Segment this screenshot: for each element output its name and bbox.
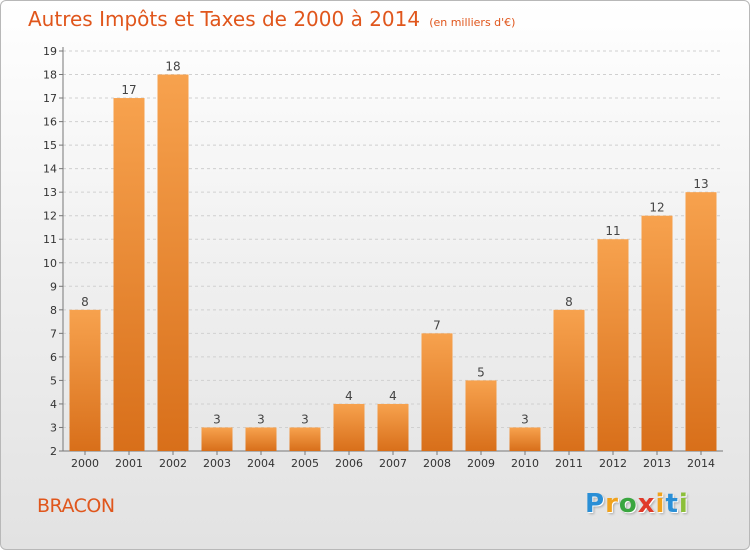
bar: [157, 74, 189, 451]
bar-value-label: 8: [81, 295, 89, 309]
x-tick-label: 2012: [599, 457, 627, 470]
bar-value-label: 3: [301, 412, 309, 426]
y-tick-label: 19: [43, 45, 57, 58]
bar: [597, 239, 629, 451]
y-tick-label: 11: [43, 233, 57, 246]
x-tick-label: 2003: [203, 457, 231, 470]
y-tick-label: 15: [43, 139, 57, 152]
bar: [69, 309, 101, 451]
y-tick-label: 7: [50, 327, 57, 340]
y-tick-label: 18: [43, 69, 57, 82]
logo-letter: x: [637, 489, 656, 519]
bar-value-label: 3: [257, 412, 265, 426]
x-tick-label: 2006: [335, 457, 363, 470]
x-tick-label: 2001: [115, 457, 143, 470]
x-tick-label: 2013: [643, 457, 671, 470]
bar: [377, 403, 409, 451]
bar: [333, 403, 365, 451]
y-tick-label: 4: [50, 398, 57, 411]
logo-letter: t: [665, 489, 679, 519]
bar: [641, 215, 673, 451]
bar-value-label: 8: [565, 295, 573, 309]
title-unit: (en milliers d'€): [429, 16, 516, 29]
bars: [69, 74, 717, 452]
bar-value-label: 11: [605, 224, 620, 238]
bar: [509, 427, 541, 451]
y-tick-label: 10: [43, 257, 57, 270]
bar: [201, 427, 233, 451]
y-tick-label: 9: [50, 280, 57, 293]
proxiti-logo: Proxiti: [585, 489, 689, 519]
x-tick-label: 2014: [687, 457, 715, 470]
title-text: Autres Impôts et Taxes de 2000 à 2014: [28, 7, 421, 31]
logo-letter: P: [585, 489, 606, 519]
y-tick-label: 6: [50, 351, 57, 364]
bar-value-label: 4: [345, 389, 353, 403]
bar: [113, 98, 145, 451]
bar-value-label: 7: [433, 318, 441, 332]
bar-value-label: 13: [693, 177, 708, 191]
bar: [289, 427, 321, 451]
bar: [421, 333, 453, 451]
bar: [245, 427, 277, 451]
bar-value-label: 17: [121, 83, 136, 97]
x-tick-label: 2010: [511, 457, 539, 470]
y-tick-label: 5: [50, 374, 57, 387]
y-tick-label: 2: [50, 445, 57, 458]
labels: 8 17 18 3 3 3 4 4 7 5 3 8 11 12 13: [81, 60, 708, 427]
x-tick-label: 2009: [467, 457, 495, 470]
x-tick-label: 2000: [71, 457, 99, 470]
bar: [553, 309, 585, 451]
x-tick-label: 2008: [423, 457, 451, 470]
bar-value-label: 18: [165, 60, 180, 74]
x-tick-label: 2011: [555, 457, 583, 470]
y-tick-label: 17: [43, 92, 57, 105]
logo-letter: o: [618, 489, 638, 519]
logo-letter: r: [605, 489, 619, 519]
y-tick-label: 12: [43, 210, 57, 223]
bar-value-label: 3: [213, 412, 221, 426]
bar-value-label: 3: [521, 412, 529, 426]
commune-name: BRACON: [37, 495, 115, 517]
y-tick-label: 8: [50, 304, 57, 317]
x-tick-label: 2005: [291, 457, 319, 470]
x-tick-label: 2004: [247, 457, 275, 470]
y-tick-label: 13: [43, 186, 57, 199]
y-tick-label: 3: [50, 421, 57, 434]
bar: [685, 192, 717, 452]
bar-value-label: 4: [389, 389, 397, 403]
axes: 2 3 4 5 6 7 8 9 10 11 12 13 14 15 16 17 18 19 2000 2001 2002…: [43, 45, 723, 470]
x-tick-label: 2007: [379, 457, 407, 470]
bar: [465, 380, 497, 451]
x-tick-label: 2002: [159, 457, 187, 470]
logo-letter: i: [655, 489, 666, 519]
bar-value-label: 5: [477, 365, 485, 379]
y-tick-label: 14: [43, 163, 57, 176]
logo-letter: i: [678, 489, 689, 519]
y-tick-label: 16: [43, 116, 57, 129]
chart-title: Autres Impôts et Taxes de 2000 à 2014 (e…: [28, 7, 515, 31]
bar-value-label: 12: [649, 201, 664, 215]
